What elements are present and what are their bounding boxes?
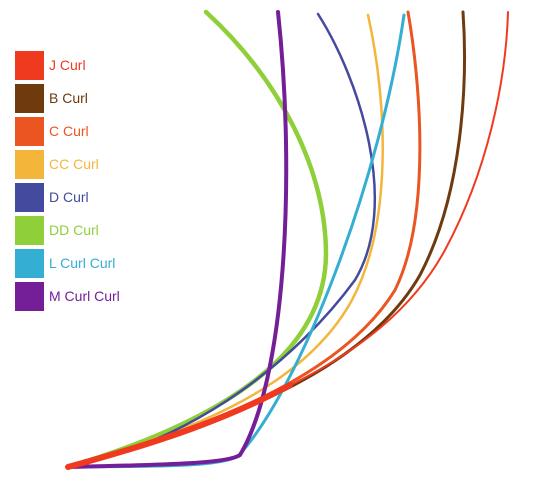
legend-swatch	[15, 150, 44, 179]
legend-swatch	[15, 51, 44, 80]
curve-l-curl	[66, 13, 406, 469]
legend-swatch	[15, 183, 44, 212]
legend-label: J Curl	[49, 57, 86, 73]
legend-swatch	[15, 282, 44, 311]
legend-swatch	[15, 117, 44, 146]
curve-m-curl	[66, 10, 289, 469]
legend-swatch	[15, 216, 44, 245]
curve-dd-curl	[65, 9, 329, 470]
legend-label: DD Curl	[49, 222, 99, 238]
legend-label: C Curl	[49, 123, 89, 139]
legend-label: D Curl	[49, 189, 89, 205]
legend-label: B Curl	[49, 90, 88, 106]
curve-j-curl-base	[65, 382, 293, 470]
legend-label: L Curl Curl	[49, 255, 116, 271]
legend-swatch	[15, 84, 44, 113]
curve-d-curl	[66, 12, 376, 469]
legend-label: M Curl Curl	[49, 288, 120, 304]
legend-label: CC Curl	[49, 156, 99, 172]
curve-j-curl	[67, 11, 509, 468]
legend-swatch	[15, 249, 44, 278]
